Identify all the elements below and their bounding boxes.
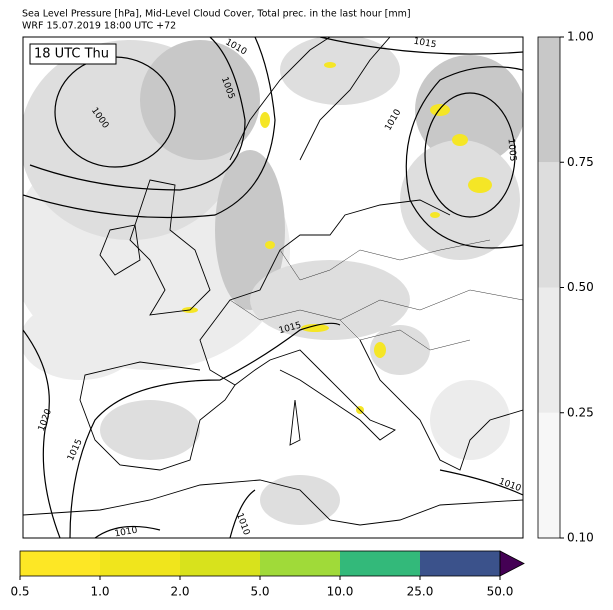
colorbar-tick-label: 50.0: [487, 585, 514, 599]
colorbar-extend: [499, 550, 525, 577]
coastlines: [23, 37, 523, 526]
isobar-label: 1010: [114, 526, 139, 540]
title: Sea Level Pressure [hPa], Mid-Level Clou…: [22, 9, 411, 20]
colorbar-segment: [20, 551, 100, 576]
colorbar-segment: [538, 37, 560, 163]
isobar-label: 1005: [506, 138, 518, 162]
colorbar-segment: [340, 551, 420, 576]
colorbar-segment: [100, 551, 180, 576]
colorbar-tick-label: 25.0: [407, 585, 434, 599]
cloud-colorbar: 0.10 0.25 0.50 0.75 1.00: [537, 30, 594, 545]
colorbar-tick-label: 0.75: [567, 155, 594, 169]
colorbar-tick-label: 5.0: [250, 585, 269, 599]
colorbar-segment: [420, 551, 500, 576]
colorbar-segment: [180, 551, 260, 576]
colorbar-segment: [260, 551, 340, 576]
colorbar-segment: [538, 287, 560, 413]
colorbar-segment: [538, 412, 560, 538]
precip-colorbar: 0.5 1.0 2.0 5.0 10.0 25.0 50.0: [10, 550, 525, 599]
isobars: [23, 37, 523, 538]
borders: [229, 239, 523, 351]
colorbar-tick-label: 1.00: [567, 30, 594, 44]
colorbar-tick-label: 0.25: [567, 405, 594, 419]
time-label: 18 UTC Thu: [34, 47, 109, 62]
precipitation: [182, 62, 492, 414]
cloud-cover: [23, 37, 523, 525]
colorbar-tick-label: 0.5: [10, 585, 29, 599]
colorbar-tick-label: 10.0: [327, 585, 354, 599]
colorbar-tick-label: 0.10: [567, 531, 594, 545]
subtitle: WRF 15.07.2019 18:00 UTC +72: [22, 21, 176, 32]
colorbar-tick-label: 1.0: [90, 585, 109, 599]
colorbar-tick-label: 0.50: [567, 280, 594, 294]
colorbar-tick-label: 2.0: [170, 585, 189, 599]
colorbar-segment: [538, 162, 560, 288]
map: 18 UTC Thu 1010 1005 1000 1015 1010 1005…: [22, 36, 524, 540]
isobar-label: 1015: [413, 37, 437, 51]
